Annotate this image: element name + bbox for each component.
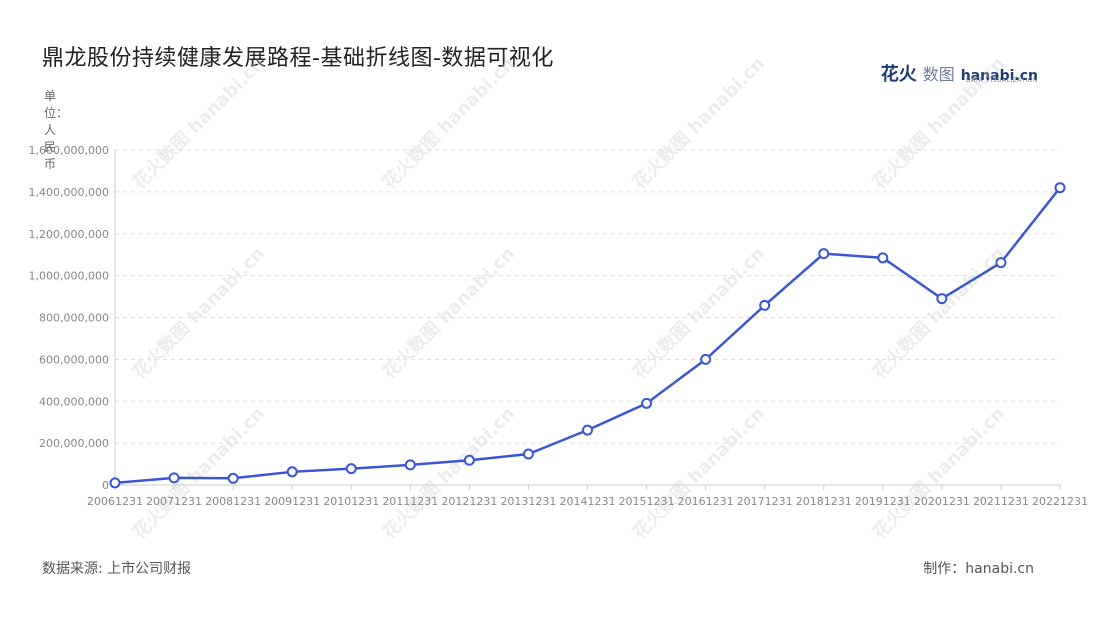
- data-points: [109, 182, 1066, 489]
- data-source: 数据来源: 上市公司财报: [42, 561, 192, 577]
- x-tick-label: 20161231: [678, 495, 734, 508]
- watermark: 花火数图 hanabi.cn: [128, 402, 269, 543]
- data-point: [936, 293, 948, 305]
- x-tick-label: 20221231: [1032, 495, 1088, 508]
- grid-lines: [115, 149, 1060, 444]
- y-tick-label: 800,000,000: [39, 312, 109, 325]
- brand-name-en: hanabi.cn: [960, 68, 1038, 84]
- watermark: 花火数图 hanabi.cn: [378, 52, 519, 193]
- data-point: [522, 448, 534, 460]
- data-point: [995, 257, 1007, 269]
- chart-title: 鼎龙股份持续健康发展路程-基础折线图-数据可视化: [42, 46, 554, 71]
- y-tick-label: 1,400,000,000: [29, 186, 109, 199]
- x-tick-label: 20111231: [382, 495, 438, 508]
- brand-logo: 花火 数图 hanabi.cn DATA VISUALIZATION: [881, 60, 1038, 86]
- data-point: [168, 472, 180, 484]
- x-tick-labels: 20061231 20071231 20081231 20091231 20101231…: [87, 485, 1088, 508]
- x-tick-label: 20121231: [441, 495, 497, 508]
- y-tick-label: 1,600,000,000: [29, 144, 109, 157]
- x-tick-label: 20181231: [796, 495, 852, 508]
- x-tick-label: 20171231: [737, 495, 793, 508]
- credit: 制作：hanabi.cn: [923, 561, 1034, 577]
- data-point: [877, 252, 889, 264]
- data-point: [759, 299, 771, 311]
- data-point: [700, 353, 712, 365]
- watermark: 花火数图 hanabi.cn: [378, 242, 519, 383]
- watermark: 花火数图 hanabi.cn: [868, 52, 1009, 193]
- data-point: [582, 424, 593, 436]
- x-tick-label: 20131231: [500, 495, 556, 508]
- x-tick-label: 20091231: [264, 495, 320, 508]
- y-tick-labels: 0 200,000,000 400,000,000 600,000,000 800,00…: [29, 144, 109, 492]
- watermark: 花火数图 hanabi.cn: [628, 52, 769, 193]
- data-point: [463, 454, 475, 466]
- data-point: [641, 397, 653, 409]
- x-tick-label: 20071231: [146, 495, 202, 508]
- x-tick-label: 20141231: [560, 495, 616, 508]
- watermark: 花火数图 hanabi.cn: [128, 52, 269, 193]
- data-point: [227, 472, 239, 484]
- x-tick-label: 20061231: [87, 495, 143, 508]
- brand-tagline: DATA VISUALIZATION: [965, 77, 1038, 84]
- y-axis-unit-label: 单位：人民币: [44, 89, 69, 171]
- brand-name-cn: 数图: [922, 65, 955, 84]
- watermark-layer: 花火数图 hanabi.cn 花火数图 hanabi.cn 花火数图 hanabi.…: [128, 52, 1009, 543]
- y-tick-label: 0: [102, 479, 109, 492]
- data-point: [109, 477, 121, 489]
- y-tick-label: 400,000,000: [39, 395, 109, 408]
- x-tick-label: 20211231: [973, 495, 1029, 508]
- y-tick-label: 1,200,000,000: [29, 228, 109, 241]
- data-point: [818, 248, 830, 260]
- y-tick-label: 200,000,000: [39, 437, 109, 450]
- data-point: [345, 463, 357, 475]
- watermark: 花火数图 hanabi.cn: [628, 242, 769, 383]
- watermark: 花火数图 hanabi.cn: [128, 242, 269, 383]
- y-tick-label: 1,000,000,000: [29, 270, 109, 283]
- data-point: [404, 459, 416, 471]
- x-tick-label: 20201231: [914, 495, 970, 508]
- watermark: 花火数图 hanabi.cn: [628, 402, 769, 543]
- x-tick-label: 20101231: [323, 495, 379, 508]
- x-tick-label: 20081231: [205, 495, 261, 508]
- y-tick-label: 600,000,000: [39, 353, 109, 366]
- x-tick-label: 20151231: [619, 495, 675, 508]
- watermark: 花火数图 hanabi.cn: [868, 402, 1009, 543]
- data-point: [286, 466, 298, 478]
- brand-name-cn-bold: 花火: [880, 64, 917, 85]
- data-point: [1054, 182, 1066, 194]
- x-tick-label: 20191231: [855, 495, 911, 508]
- watermark: 花火数图 hanabi.cn: [378, 402, 519, 543]
